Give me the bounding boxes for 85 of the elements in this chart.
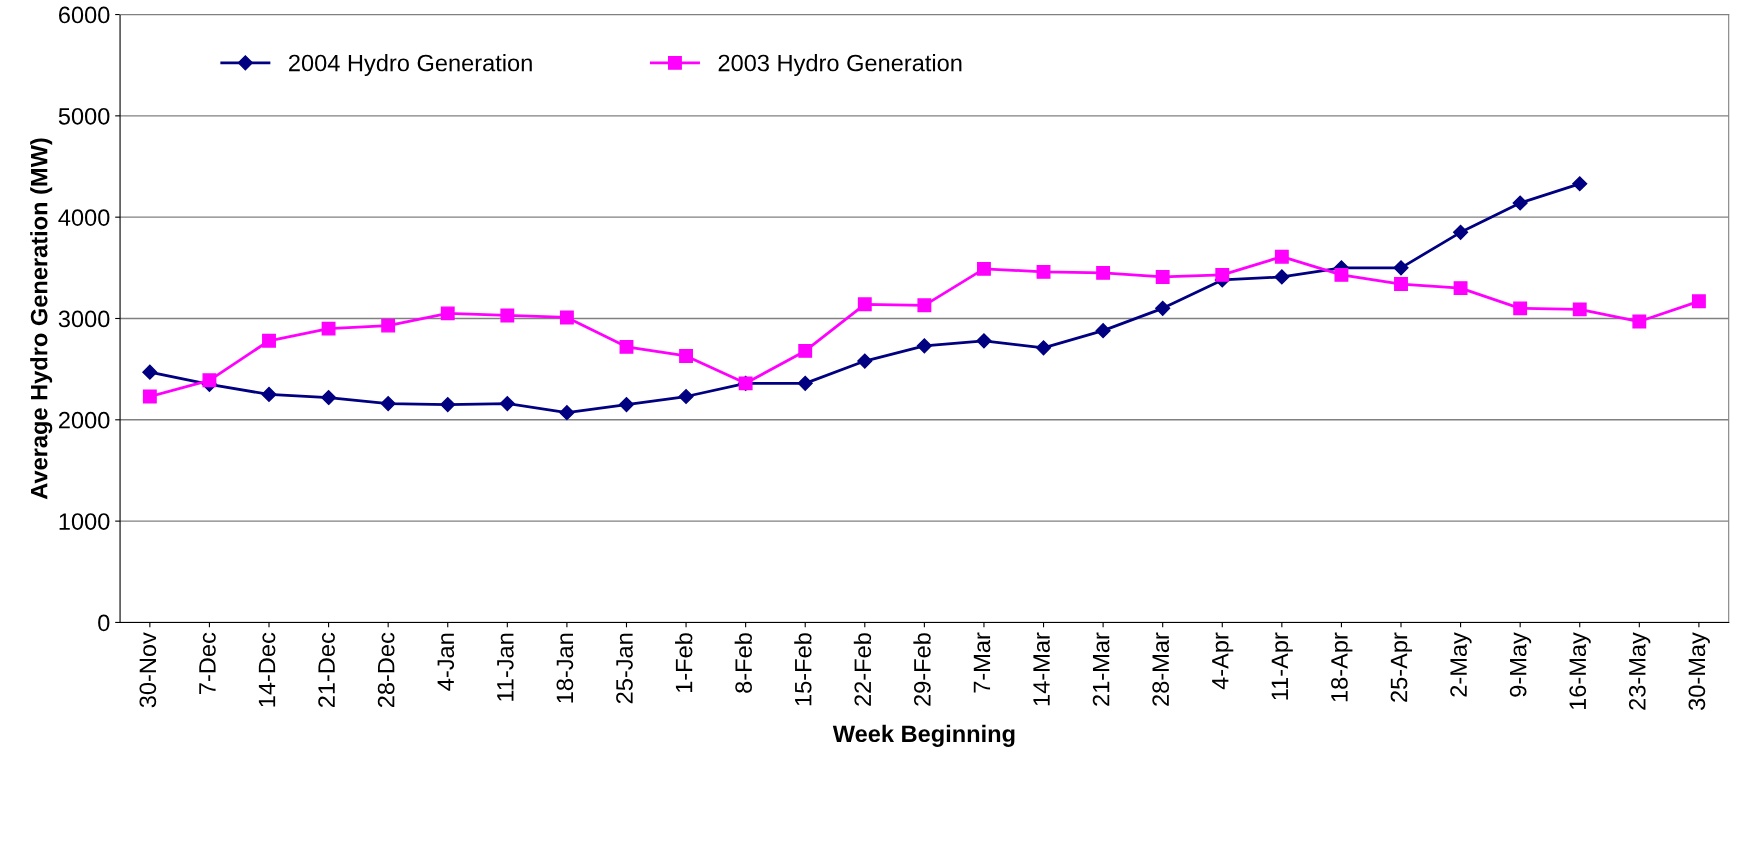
x-tick-label: 8-Feb: [734, 633, 752, 693]
point: [619, 339, 634, 354]
point: [499, 396, 515, 412]
point: [1096, 265, 1111, 280]
point: [321, 389, 337, 406]
x-tick-label: 21-Mar: [1092, 632, 1110, 706]
point: [976, 333, 992, 349]
x-tick-label: 4-Jan: [437, 633, 455, 691]
x-tick-label: 28-Dec: [377, 632, 395, 708]
x-tick-label: 11-Apr: [1271, 632, 1293, 700]
point: [559, 310, 574, 325]
point: [618, 397, 635, 413]
y-tick-label: 5000: [58, 107, 110, 125]
x-tick-label: 25-Jan: [616, 633, 633, 704]
y-axis-title: Average Hydro Generation (MW): [30, 138, 53, 500]
legend-label: 2003 Hydro Generation: [718, 54, 962, 77]
point: [1215, 267, 1230, 282]
x-tick-label: 30-Nov: [139, 632, 157, 708]
point: [679, 349, 694, 363]
x-tick-label: 14-Mar: [1033, 632, 1050, 706]
point: [500, 308, 515, 323]
x-tick-label: 1-Feb: [675, 633, 693, 693]
point: [1274, 249, 1289, 264]
point: [917, 298, 932, 313]
point: [321, 321, 336, 336]
x-tick-label: 11-Jan: [497, 633, 514, 701]
point: [440, 306, 455, 321]
x-tick-label: 9-May: [1509, 632, 1532, 697]
point: [202, 373, 217, 388]
point: [678, 388, 694, 405]
point: [1095, 323, 1111, 339]
x-tick-label: 7-Mar: [973, 632, 991, 693]
y-tick-label: 0: [98, 614, 110, 632]
x-tick-label: 21-Dec: [318, 632, 335, 708]
point: [142, 364, 158, 380]
x-tick-label: 23-May: [1628, 632, 1651, 710]
point: [1572, 302, 1587, 317]
x-tick-label: 22-Feb: [853, 633, 872, 706]
point: [1513, 301, 1528, 316]
y-tick-label: 3000: [58, 310, 110, 328]
point: [440, 397, 456, 413]
point: [1453, 281, 1468, 296]
x-tick-label: 15-Feb: [794, 633, 812, 706]
x-tick-label: 18-Apr: [1331, 632, 1353, 702]
x-tick-label: 28-Mar: [1152, 632, 1170, 706]
x-tick-label: 4-Apr: [1212, 632, 1234, 690]
point: [1155, 300, 1171, 316]
point: [916, 338, 932, 354]
point: [1035, 340, 1052, 356]
x-tick-label: 30-May: [1688, 632, 1710, 710]
y-tick-label: 6000: [59, 6, 110, 24]
x-axis-title: Week Beginning: [832, 724, 1015, 747]
point: [1155, 270, 1170, 284]
x-tick-label: 29-Feb: [913, 633, 931, 706]
point: [142, 389, 157, 404]
point: [1274, 269, 1290, 285]
point: [559, 405, 575, 421]
point: [797, 375, 813, 391]
point: [1691, 294, 1706, 309]
point: [380, 396, 396, 412]
point: [1632, 314, 1647, 329]
point: [1512, 195, 1528, 211]
point: [1394, 277, 1408, 291]
point: [261, 386, 277, 403]
x-tick-label: 16-May: [1569, 632, 1591, 710]
point: [1572, 176, 1588, 192]
x-tick-label: 18-Jan: [556, 633, 574, 703]
point: [381, 318, 396, 333]
point: [977, 261, 991, 276]
y-tick-label: 2000: [59, 411, 110, 429]
point: [262, 333, 276, 348]
y-tick-label: 4000: [58, 209, 110, 226]
point: [1036, 264, 1051, 279]
legend-label: 2004 Hydro Generation: [289, 54, 532, 77]
x-tick-label: 7-Dec: [199, 632, 216, 694]
point: [1453, 224, 1469, 240]
y-tick-label: 1000: [59, 513, 110, 530]
point: [798, 343, 813, 358]
point: [857, 353, 873, 369]
x-tick-label: 14-Dec: [258, 632, 276, 707]
point: [1334, 267, 1349, 282]
x-tick-label: 2-May: [1450, 632, 1472, 697]
point: [1393, 260, 1409, 276]
point: [857, 297, 872, 312]
x-tick-label: 25-Apr: [1390, 632, 1413, 702]
